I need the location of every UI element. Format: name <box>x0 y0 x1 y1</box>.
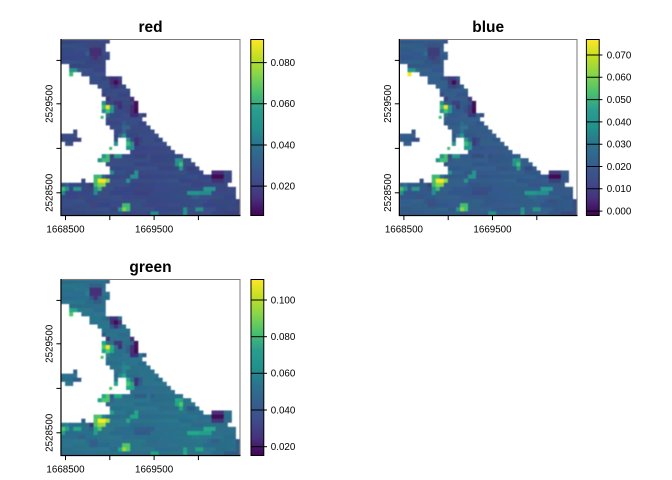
svg-text:1669500: 1669500 <box>473 225 512 236</box>
svg-text:0.040: 0.040 <box>607 117 632 128</box>
svg-text:0.050: 0.050 <box>607 95 632 106</box>
svg-text:0.020: 0.020 <box>607 162 632 173</box>
svg-text:blue: blue <box>472 19 504 36</box>
svg-text:1668500: 1668500 <box>46 225 85 236</box>
svg-text:0.060: 0.060 <box>271 99 296 110</box>
svg-text:0.080: 0.080 <box>271 332 296 343</box>
svg-text:1669500: 1669500 <box>135 465 174 476</box>
svg-text:0.020: 0.020 <box>271 442 296 453</box>
svg-text:1669500: 1669500 <box>135 225 174 236</box>
svg-text:0.040: 0.040 <box>271 405 296 416</box>
svg-text:2529500: 2529500 <box>383 84 394 123</box>
svg-text:0.060: 0.060 <box>607 73 632 84</box>
svg-text:2528500: 2528500 <box>383 173 394 212</box>
svg-text:0.100: 0.100 <box>271 295 296 306</box>
svg-text:1668500: 1668500 <box>46 465 85 476</box>
svg-text:0.030: 0.030 <box>607 140 632 151</box>
svg-text:0.020: 0.020 <box>271 182 296 193</box>
svg-text:0.040: 0.040 <box>271 140 296 151</box>
svg-text:0.010: 0.010 <box>607 184 632 195</box>
svg-text:2529500: 2529500 <box>45 324 56 363</box>
svg-text:0.080: 0.080 <box>271 58 296 69</box>
svg-text:1668500: 1668500 <box>385 225 424 236</box>
svg-text:0.060: 0.060 <box>271 369 296 380</box>
svg-text:2528500: 2528500 <box>45 173 56 212</box>
svg-text:red: red <box>138 19 162 36</box>
svg-text:green: green <box>129 259 171 276</box>
svg-text:2528500: 2528500 <box>45 413 56 452</box>
svg-text:2529500: 2529500 <box>45 84 56 123</box>
svg-text:0.070: 0.070 <box>607 50 632 61</box>
svg-text:0.000: 0.000 <box>607 207 632 218</box>
